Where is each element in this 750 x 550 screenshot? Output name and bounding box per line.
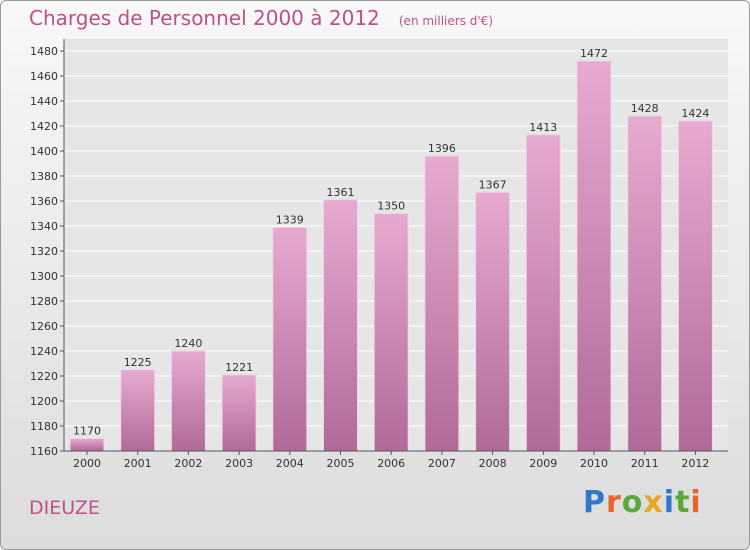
y-tick-label: 1220 bbox=[30, 370, 58, 383]
bar-2003 bbox=[221, 374, 257, 452]
title-row: Charges de Personnel 2000 à 2012 (en mil… bbox=[29, 6, 493, 30]
x-tick-label: 2009 bbox=[529, 457, 557, 470]
bar-2008 bbox=[475, 191, 511, 452]
bar-2011 bbox=[627, 115, 663, 452]
x-axis: 2000 2001 2002 2003 2004 2005 2006 2007 2008 2009… bbox=[64, 450, 728, 470]
y-tick-label: 1360 bbox=[30, 195, 58, 208]
bar-2004 bbox=[272, 226, 308, 452]
x-tick-label: 2004 bbox=[276, 457, 304, 470]
bar-2005 bbox=[323, 199, 358, 452]
bar-value-label: 1240 bbox=[174, 337, 202, 350]
bar-value-label: 1221 bbox=[225, 361, 253, 374]
commune-name: DIEUZE bbox=[29, 497, 100, 519]
x-tick-label: 2010 bbox=[580, 457, 608, 470]
y-tick-label: 1380 bbox=[30, 170, 58, 183]
chart-title: Charges de Personnel 2000 à 2012 bbox=[29, 6, 380, 30]
bar-value-label: 1225 bbox=[124, 356, 152, 369]
bar-2007 bbox=[424, 155, 460, 452]
y-tick-label: 1440 bbox=[30, 95, 58, 108]
bar-2010 bbox=[576, 60, 612, 452]
x-tick-label: 2006 bbox=[377, 457, 405, 470]
y-tick-label: 1420 bbox=[30, 120, 58, 133]
x-tick-label: 2012 bbox=[681, 457, 709, 470]
bar-2001 bbox=[120, 369, 156, 452]
proxiti-logo[interactable]: Proxiti bbox=[583, 485, 702, 520]
bar-2000 bbox=[69, 438, 105, 452]
y-tick-label: 1180 bbox=[30, 420, 58, 433]
x-tick-label: 2007 bbox=[428, 457, 456, 470]
bars: 1170 1225 1240 1221 1339 1361 1350 1396 1367 1413… bbox=[69, 47, 713, 452]
y-tick-label: 1160 bbox=[30, 445, 58, 458]
bar-value-label: 1413 bbox=[529, 121, 557, 134]
bar-value-label: 1350 bbox=[377, 200, 405, 213]
x-tick-label: 2000 bbox=[73, 457, 101, 470]
bar-value-label: 1428 bbox=[631, 102, 659, 115]
x-tick-label: 2005 bbox=[327, 457, 355, 470]
bar-2012 bbox=[677, 120, 713, 452]
y-tick-label: 1260 bbox=[30, 320, 58, 333]
bar-2006 bbox=[373, 213, 409, 452]
bar-value-label: 1339 bbox=[276, 213, 304, 226]
y-tick-label: 1320 bbox=[30, 245, 58, 258]
bar-value-label: 1424 bbox=[681, 107, 709, 120]
bar-value-label: 1367 bbox=[479, 178, 507, 191]
bar-value-label: 1170 bbox=[73, 425, 101, 438]
x-tick-label: 2008 bbox=[479, 457, 507, 470]
y-tick-label: 1200 bbox=[30, 395, 58, 408]
x-tick-label: 2002 bbox=[174, 457, 202, 470]
y-tick-label: 1400 bbox=[30, 145, 58, 158]
chart-subtitle: (en milliers d'€) bbox=[398, 14, 493, 28]
y-tick-label: 1340 bbox=[30, 220, 58, 233]
bar-2002 bbox=[170, 350, 206, 452]
y-axis: 1160 1180 1200 1220 1240 1260 1280 1300 1320 1340… bbox=[30, 39, 65, 458]
x-tick-label: 2001 bbox=[124, 457, 152, 470]
bar-2009 bbox=[525, 134, 561, 452]
y-tick-label: 1460 bbox=[30, 70, 58, 83]
x-tick-label: 2011 bbox=[631, 457, 659, 470]
bar-value-label: 1361 bbox=[327, 186, 355, 199]
bar-value-label: 1472 bbox=[580, 47, 608, 60]
y-tick-label: 1300 bbox=[30, 270, 58, 283]
y-tick-label: 1240 bbox=[30, 345, 58, 358]
x-tick-label: 2003 bbox=[225, 457, 253, 470]
y-tick-label: 1480 bbox=[30, 45, 58, 58]
y-tick-label: 1280 bbox=[30, 295, 58, 308]
bar-value-label: 1396 bbox=[428, 142, 456, 155]
